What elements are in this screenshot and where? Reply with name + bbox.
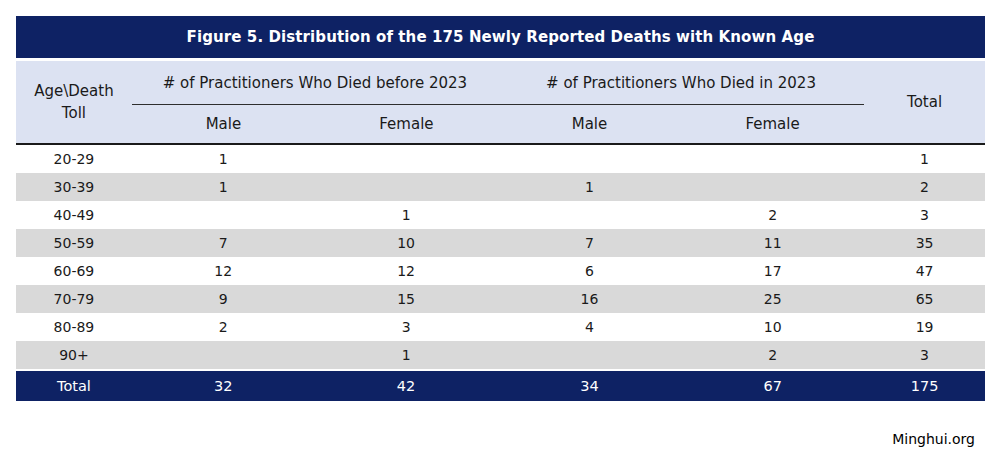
sub-header-male-in-2023: Male (498, 115, 681, 133)
count-cell: 1 (315, 347, 498, 363)
table-total-row: Total 32 42 34 67 175 (16, 371, 985, 401)
count-cell: 3 (315, 319, 498, 335)
count-cell: 9 (132, 291, 315, 307)
count-cell: 1 (132, 179, 315, 195)
count-cell: 7 (132, 235, 315, 251)
count-cell: 15 (315, 291, 498, 307)
total-column-header: Total (864, 61, 985, 143)
table-row: 70-79915162565 (16, 285, 985, 313)
grand-total: 175 (864, 378, 985, 394)
count-cell: 2 (681, 347, 864, 363)
count-cell: 2 (681, 207, 864, 223)
count-cell: 1 (498, 179, 682, 195)
table-row: 80-892341019 (16, 313, 985, 341)
figure-title: Figure 5. Distribution of the 175 Newly … (187, 28, 815, 46)
age-range-label: 80-89 (16, 319, 132, 335)
group-header-died-before-2023: # of Practitioners Who Died before 2023 (132, 74, 498, 92)
table-row: 20-2911 (16, 145, 985, 173)
count-cell: 11 (681, 235, 864, 251)
age-range-label: 40-49 (16, 207, 132, 223)
count-cell: 1 (315, 207, 498, 223)
sub-header-male-before-2023: Male (132, 115, 315, 133)
age-range-label: 20-29 (16, 151, 132, 167)
count-cell: 47 (864, 263, 985, 279)
table-row: 50-5971071135 (16, 229, 985, 257)
table-row: 90+ 1 23 (16, 341, 985, 369)
group-header-row: # of Practitioners Who Died before 2023 … (132, 61, 864, 105)
count-cell: 2 (864, 179, 985, 195)
source-credit: Minghui.org (892, 431, 975, 447)
total-male-before-2023: 32 (132, 378, 315, 394)
corner-header-line2: Toll (62, 102, 86, 125)
figure-table: Figure 5. Distribution of the 175 Newly … (16, 16, 985, 401)
sub-header-female-in-2023: Female (681, 115, 864, 133)
age-range-label: 50-59 (16, 235, 132, 251)
sub-header-female-before-2023: Female (315, 115, 498, 133)
table-body: 20-291130-3911240-4912350-597107113560-6… (16, 145, 985, 369)
count-cell: 1 (864, 151, 985, 167)
group-header-died-in-2023: # of Practitioners Who Died in 2023 (498, 74, 864, 92)
count-cell: 17 (681, 263, 864, 279)
count-cell: 12 (315, 263, 498, 279)
count-cell: 4 (498, 319, 682, 335)
count-cell: 16 (498, 291, 682, 307)
total-male-in-2023: 34 (498, 378, 682, 394)
count-cell: 2 (132, 319, 315, 335)
age-range-label: 30-39 (16, 179, 132, 195)
total-row-label: Total (16, 378, 132, 394)
corner-header: Age\Death Toll (16, 61, 132, 143)
count-cell: 25 (681, 291, 864, 307)
count-cell: 35 (864, 235, 985, 251)
count-cell: 3 (864, 207, 985, 223)
age-range-label: 70-79 (16, 291, 132, 307)
count-cell: 6 (498, 263, 682, 279)
count-cell: 65 (864, 291, 985, 307)
sub-header-row: Male Female Male Female (132, 105, 864, 143)
count-cell: 1 (132, 151, 315, 167)
count-cell: 7 (498, 235, 682, 251)
table-row: 40-49 1 23 (16, 201, 985, 229)
figure-page: Figure 5. Distribution of the 175 Newly … (0, 0, 1000, 464)
figure-title-bar: Figure 5. Distribution of the 175 Newly … (16, 16, 985, 58)
count-cell: 12 (132, 263, 315, 279)
table-row: 60-69121261747 (16, 257, 985, 285)
count-cell: 19 (864, 319, 985, 335)
corner-header-line1: Age\Death (34, 80, 113, 103)
age-range-label: 90+ (16, 347, 132, 363)
count-cell: 10 (681, 319, 864, 335)
table-row: 30-39112 (16, 173, 985, 201)
count-cell: 3 (864, 347, 985, 363)
total-female-before-2023: 42 (315, 378, 498, 394)
group-header-block: # of Practitioners Who Died before 2023 … (132, 61, 864, 143)
table-header: Age\Death Toll # of Practitioners Who Di… (16, 61, 985, 145)
count-cell: 10 (315, 235, 498, 251)
age-range-label: 60-69 (16, 263, 132, 279)
total-female-in-2023: 67 (681, 378, 864, 394)
